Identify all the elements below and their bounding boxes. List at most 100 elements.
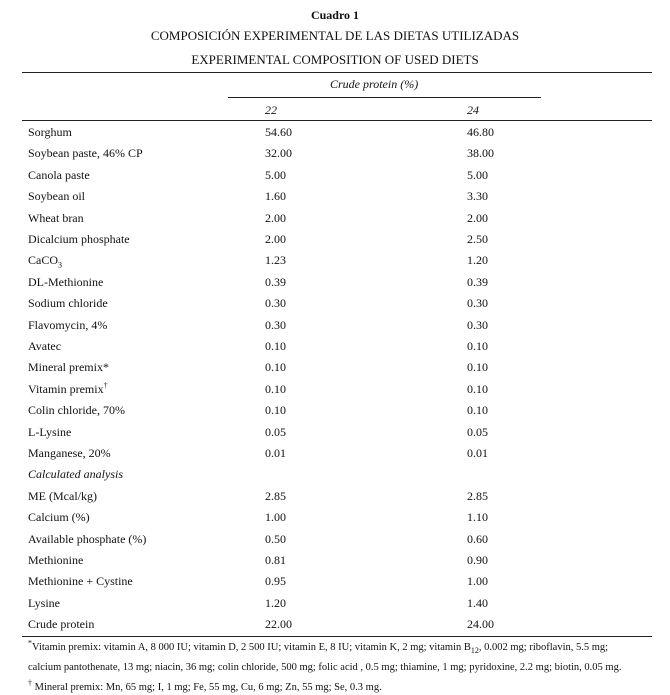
label-text: DL-Methionine	[28, 274, 104, 289]
label-text: Vitamin premix	[28, 381, 104, 396]
row-label: Soybean oil	[28, 189, 85, 203]
cell-value: 1.20	[265, 595, 286, 610]
label-text: Canola paste	[28, 167, 90, 182]
footnote: *Vitamin premix: vitamin A, 8 000 IU; vi…	[28, 638, 609, 656]
cell-value: 0.10	[467, 360, 488, 375]
cell-value: 5.00	[265, 167, 286, 182]
cell-value: 3.30	[467, 189, 488, 204]
table-label: Cuadro 1	[310, 8, 360, 22]
footnote-text: calcium pantothenate, 13 mg; niacin, 36 …	[28, 662, 622, 673]
cell-value: 38.00	[467, 146, 494, 161]
group-header: Crude protein (%)	[330, 77, 419, 91]
cell-value: 0.30	[467, 317, 488, 332]
cell-value: 1.00	[265, 510, 286, 525]
cell-value: 0.60	[467, 531, 488, 546]
label-text: ME (Mcal/kg)	[28, 488, 97, 503]
row-label: CaCO3	[28, 253, 62, 270]
row-label: Vitamin premix†	[28, 380, 108, 396]
cell-value: 1.40	[467, 595, 488, 610]
label-text: Calcium (%)	[28, 510, 90, 525]
top-rule	[22, 72, 652, 73]
cell-value: 0.10	[467, 339, 488, 353]
cell-value: 0.30	[265, 317, 286, 332]
cell-value: 0.10	[467, 403, 488, 418]
row-label: L-Lysine	[28, 425, 71, 439]
cell-value: 0.39	[467, 274, 488, 289]
label-text: Available phosphate (%)	[28, 531, 147, 546]
cell-value: 0.05	[467, 424, 488, 439]
cell-value: 2.00	[265, 232, 286, 246]
cell-value: 1.10	[467, 510, 488, 525]
label-text: Lysine	[28, 595, 60, 610]
label-text: Sorghum	[28, 125, 72, 139]
row-label: Available phosphate (%)	[28, 532, 146, 546]
cell-value: 2.50	[467, 232, 488, 246]
cell-value: 0.95	[265, 574, 286, 589]
footnote-mark: †	[28, 678, 32, 688]
cell-value: 2.00	[265, 210, 286, 225]
cell-value: 0.01	[467, 446, 488, 460]
label-text: Wheat bran	[28, 210, 84, 225]
row-label: Sorghum	[28, 125, 72, 139]
cell-value: 2.00	[467, 210, 488, 225]
footnote-mark: *	[28, 638, 32, 648]
cell-value: 0.10	[467, 381, 488, 396]
cell-value: 0.50	[265, 531, 286, 546]
cell-value: 0.10	[265, 360, 286, 375]
label-text: Soybean paste, 46% CP	[28, 146, 143, 161]
footnote-text: Vitamin premix: vitamin A, 8 000 IU; vit…	[32, 642, 471, 653]
row-label: Sodium chloride	[28, 296, 108, 310]
label-text: Avatec	[28, 339, 62, 353]
row-label: Soybean paste, 46% CP	[28, 146, 143, 160]
cell-value: 32.00	[265, 146, 292, 161]
cell-value: 0.30	[467, 296, 488, 311]
cell-value: 5.00	[467, 167, 488, 182]
cell-value: 0.01	[265, 446, 286, 460]
cell-value: 0.05	[265, 424, 286, 439]
cell-value: 0.10	[265, 403, 286, 418]
footnote: † Mineral premix: Mn, 65 mg; I, 1 mg; Fe…	[28, 678, 382, 695]
label-text: Mineral premix*	[28, 360, 109, 375]
header-rule	[22, 120, 652, 121]
label-text: Flavomycin, 4%	[28, 317, 108, 332]
cell-value: 2.85	[467, 488, 488, 503]
footnote-text: , 0.002 mg; riboflavin, 5.5 mg;	[478, 642, 609, 653]
title-en: EXPERIMENTAL COMPOSITION OF USED DIETS	[191, 52, 479, 67]
cell-value: 1.00	[467, 574, 488, 589]
label-text: Methionine	[28, 553, 84, 567]
label-text: Colin chloride, 70%	[28, 403, 125, 418]
footnote-text: Mineral premix: Mn, 65 mg; I, 1 mg; Fe, …	[32, 682, 382, 693]
cell-value: 0.39	[265, 274, 286, 289]
row-label: DL-Methionine	[28, 275, 103, 289]
row-label: Calcium (%)	[28, 510, 90, 524]
cell-value: 1.60	[265, 189, 286, 204]
row-label: Wheat bran	[28, 211, 84, 225]
row-label: Mineral premix*	[28, 360, 109, 374]
footnote-subscript: 12	[470, 646, 479, 656]
cell-value: 1.20	[467, 253, 488, 268]
cell-value: 0.30	[265, 296, 286, 311]
row-label: Dicalcium phosphate	[28, 232, 130, 246]
row-label: Colin chloride, 70%	[28, 403, 125, 417]
row-label: Flavomycin, 4%	[28, 318, 107, 332]
footnote: calcium pantothenate, 13 mg; niacin, 36 …	[28, 661, 621, 675]
row-label: Methionine	[28, 553, 83, 567]
label-text: Crude protein	[28, 617, 95, 632]
cell-value: 0.10	[265, 381, 286, 396]
cell-value: 54.60	[265, 125, 292, 139]
row-label: Avatec	[28, 339, 61, 353]
column-header: 24	[467, 103, 479, 117]
label-superscript: †	[103, 380, 108, 390]
label-text: Dicalcium phosphate	[28, 232, 130, 246]
row-label: Manganese, 20%	[28, 446, 111, 460]
label-text: Sodium chloride	[28, 296, 108, 311]
label-text: Manganese, 20%	[28, 446, 111, 460]
column-header: 22	[265, 103, 277, 117]
cell-value: 2.85	[265, 488, 286, 503]
label-text: CaCO	[28, 253, 58, 268]
label-subscript: 3	[58, 260, 62, 270]
row-label: Crude protein	[28, 617, 94, 631]
row-label: Canola paste	[28, 168, 90, 182]
label-text: L-Lysine	[28, 424, 72, 439]
